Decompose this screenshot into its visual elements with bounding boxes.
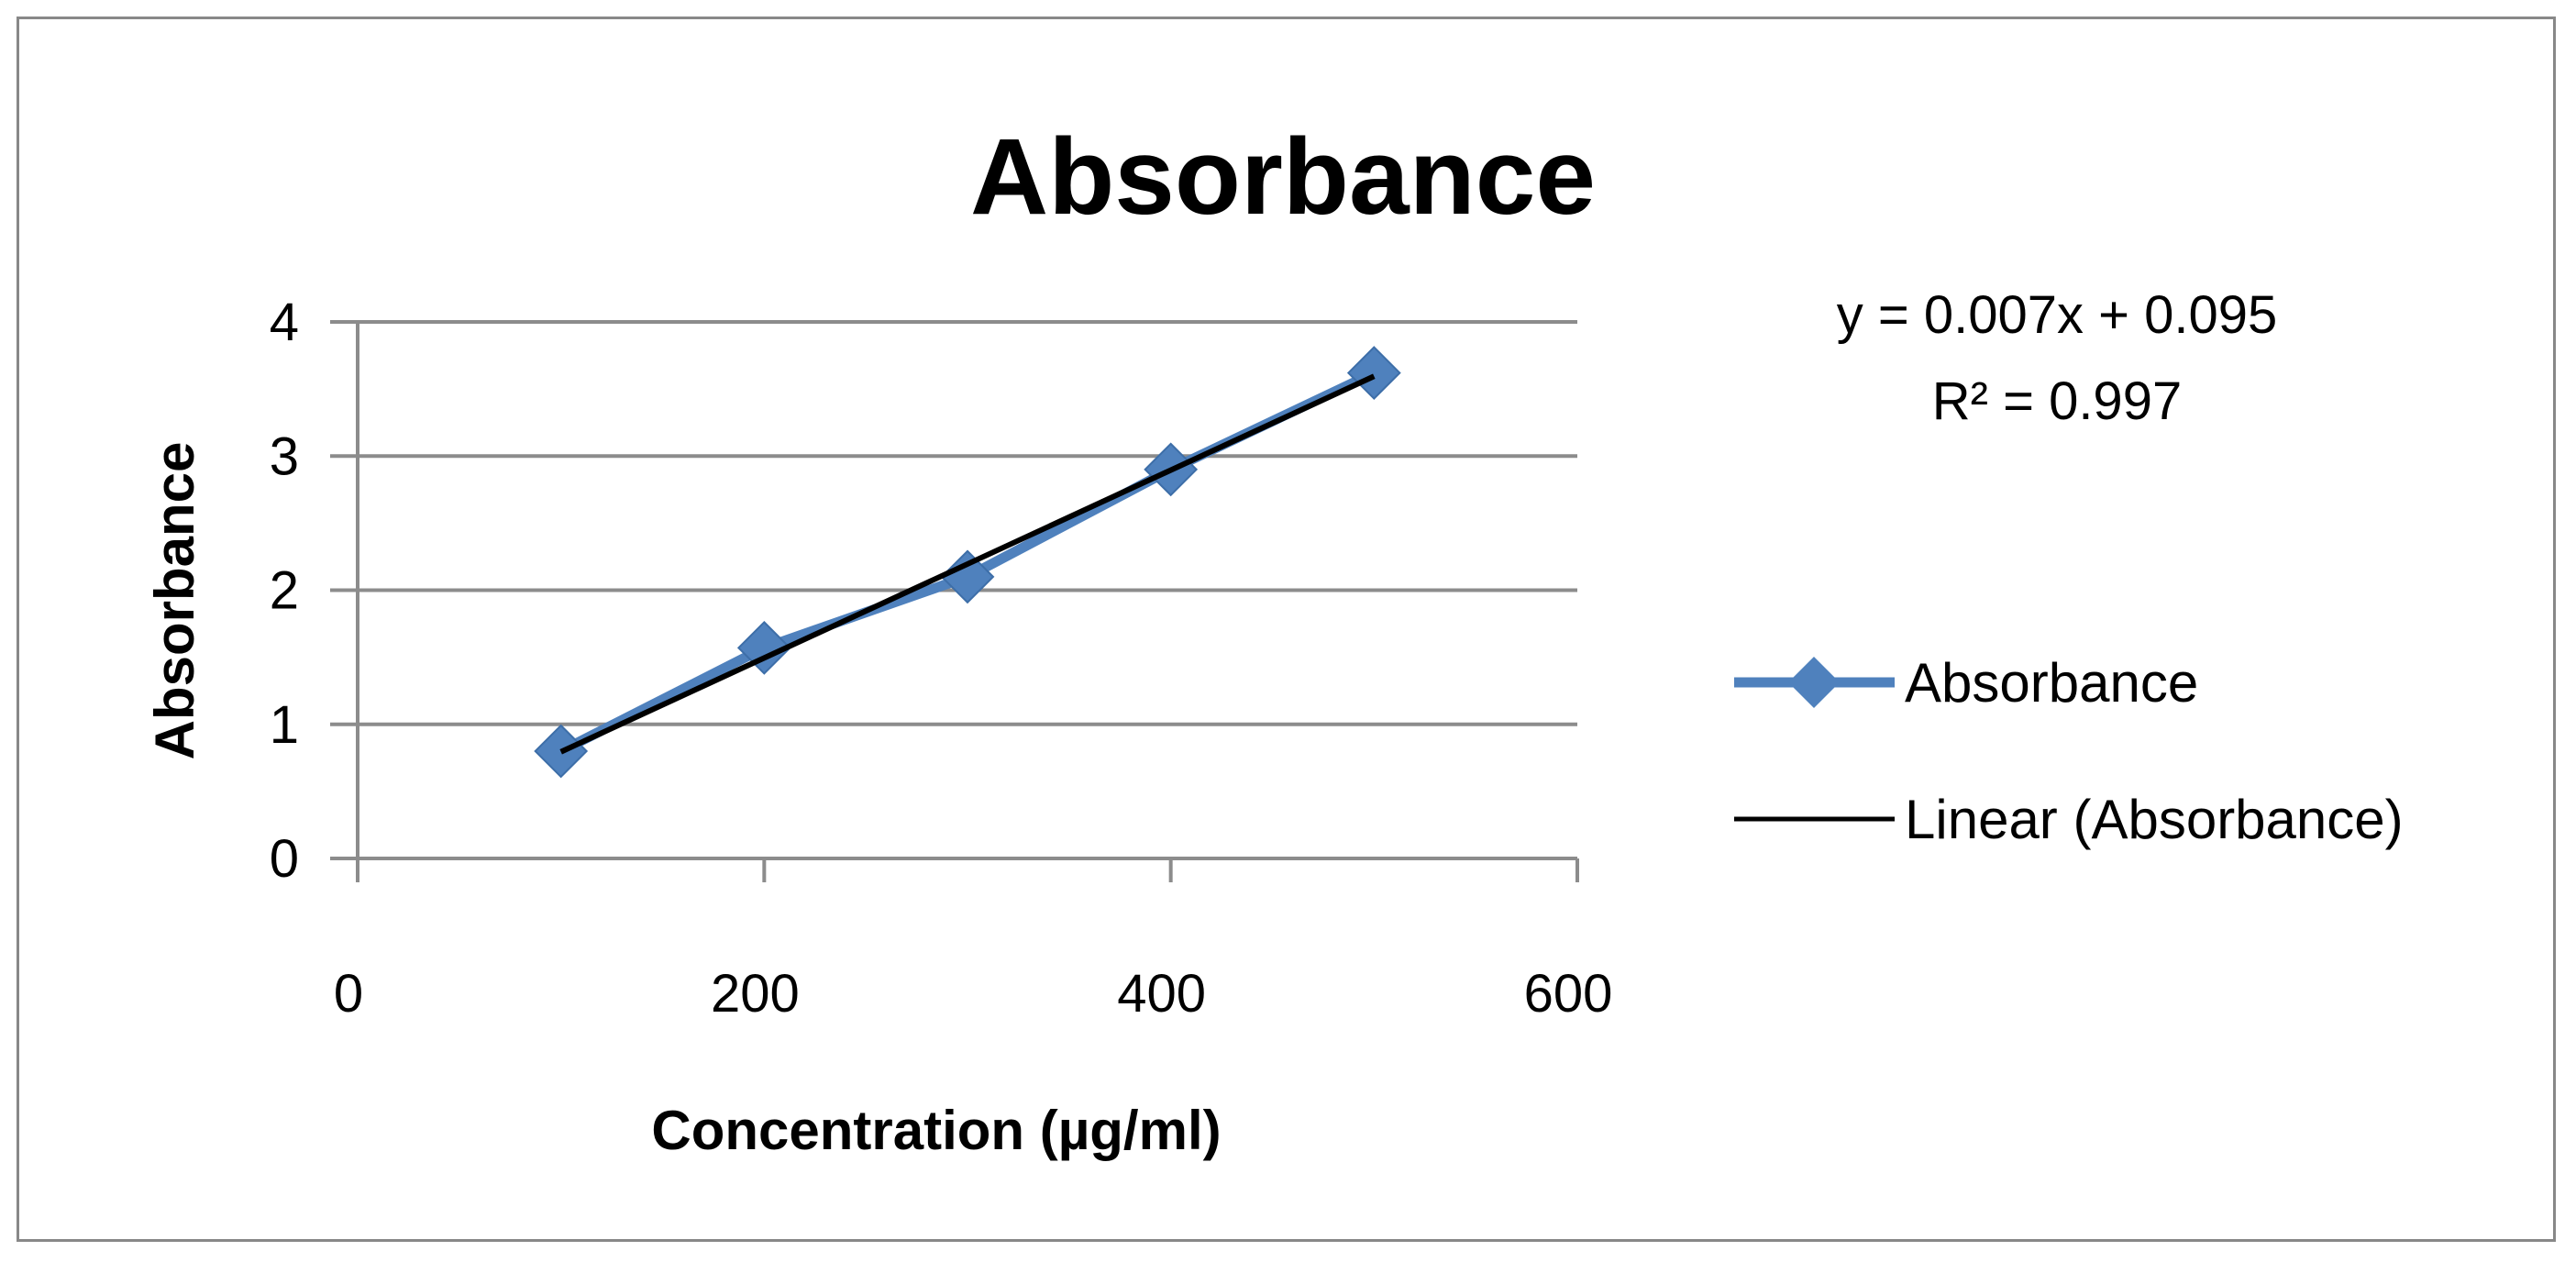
x-axis-title: Concentration (µg/ml) — [651, 1100, 1221, 1161]
legend-series-swatch-marker — [1788, 657, 1840, 708]
legend-series-label: Absorbance — [1905, 652, 2198, 714]
y-tick-label-3: 3 — [270, 426, 299, 486]
chart-svg: 0 1 2 3 4 0 200 400 600 Absorbance Concentration… — [144, 116, 2404, 1161]
x-tick-label-200: 200 — [711, 964, 800, 1024]
trendline-r-squared: R² = 0.997 — [1932, 371, 2182, 431]
trendline-equation: y = 0.007x + 0.095 — [1837, 285, 2277, 345]
trendline — [559, 373, 1376, 755]
gridlines — [358, 320, 1577, 726]
x-tick-label-0: 0 — [334, 964, 363, 1024]
y-tick-label-2: 2 — [270, 561, 299, 621]
legend-trendline-label: Linear (Absorbance) — [1905, 789, 2404, 850]
y-axis-title: Absorbance — [144, 442, 205, 760]
x-tick-label-600: 600 — [1524, 964, 1613, 1024]
axes — [330, 320, 1579, 882]
y-tick-label-4: 4 — [270, 293, 299, 352]
chart-title: Absorbance — [970, 116, 1596, 238]
chart-area: 0 1 2 3 4 0 200 400 600 Absorbance Concentration… — [17, 17, 2556, 1242]
y-tick-label-0: 0 — [270, 829, 299, 889]
data-point-5 — [1346, 346, 1401, 400]
x-tick-label-400: 400 — [1117, 964, 1206, 1024]
data-point-2 — [736, 620, 791, 675]
trendline-line — [559, 373, 1376, 755]
data-point-3 — [940, 549, 995, 604]
tick-labels: 0 1 2 3 4 0 200 400 600 — [270, 293, 1613, 1024]
legend: Absorbance Linear (Absorbance) — [1734, 652, 2404, 850]
y-tick-label-1: 1 — [270, 695, 299, 755]
